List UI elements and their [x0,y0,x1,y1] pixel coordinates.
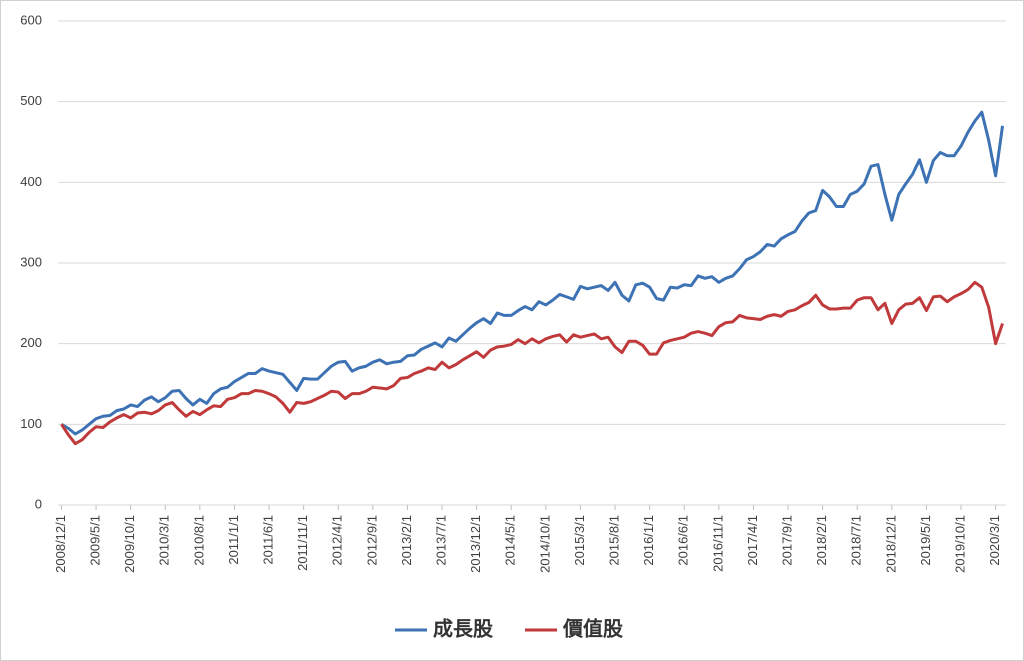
x-tick-label: 2010/3/1 [157,515,172,566]
x-tick-label: 2016/11/1 [710,515,725,572]
x-tick-label: 2016/1/1 [641,515,656,566]
y-tick-label: 500 [20,93,42,108]
x-tick-label: 2011/1/1 [226,515,241,565]
series-line [60,280,1004,446]
legend-label: 成長股 [433,616,493,640]
y-tick-label: 300 [20,254,42,269]
x-tick-label: 2014/10/1 [537,515,552,573]
x-tick-label: 2013/12/1 [468,515,483,573]
x-tick-label: 2017/9/1 [779,515,794,566]
x-tick-label: 2015/8/1 [606,515,621,566]
x-tick-label: 2013/7/1 [433,515,448,566]
x-tick-label: 2017/4/1 [745,515,760,566]
x-tick-label: 2014/5/1 [503,515,518,566]
legend-label: 價值股 [562,616,623,640]
x-tick-label: 2019/5/1 [918,515,933,566]
x-tick-label: 2009/5/1 [87,515,102,566]
y-tick-label: 0 [35,496,42,511]
x-tick-label: 2012/9/1 [364,515,379,566]
x-tick-label: 2016/6/1 [676,515,691,566]
y-tick-label: 400 [20,174,42,189]
x-tick-label: 2010/8/1 [191,515,206,566]
y-tick-label: 200 [20,335,42,350]
x-tick-label: 2013/2/1 [399,515,414,566]
x-tick-label: 2012/4/1 [330,515,345,566]
x-tick-label: 2015/3/1 [572,515,587,566]
x-tick-label: 2019/10/1 [952,515,967,573]
x-tick-label: 2018/7/1 [849,515,864,566]
x-tick-label: 2020/3/1 [987,515,1002,566]
y-tick-label: 100 [20,416,42,431]
y-tick-label: 600 [20,12,42,27]
series-line [60,110,1005,436]
x-tick-label: 2008/12/1 [53,515,68,573]
x-tick-label: 2018/2/1 [814,515,829,566]
x-tick-label: 2018/12/1 [883,515,898,573]
x-tick-label: 2011/11/1 [295,515,310,571]
x-tick-label: 2011/6/1 [260,515,275,565]
x-tick-label: 2009/10/1 [122,515,137,573]
